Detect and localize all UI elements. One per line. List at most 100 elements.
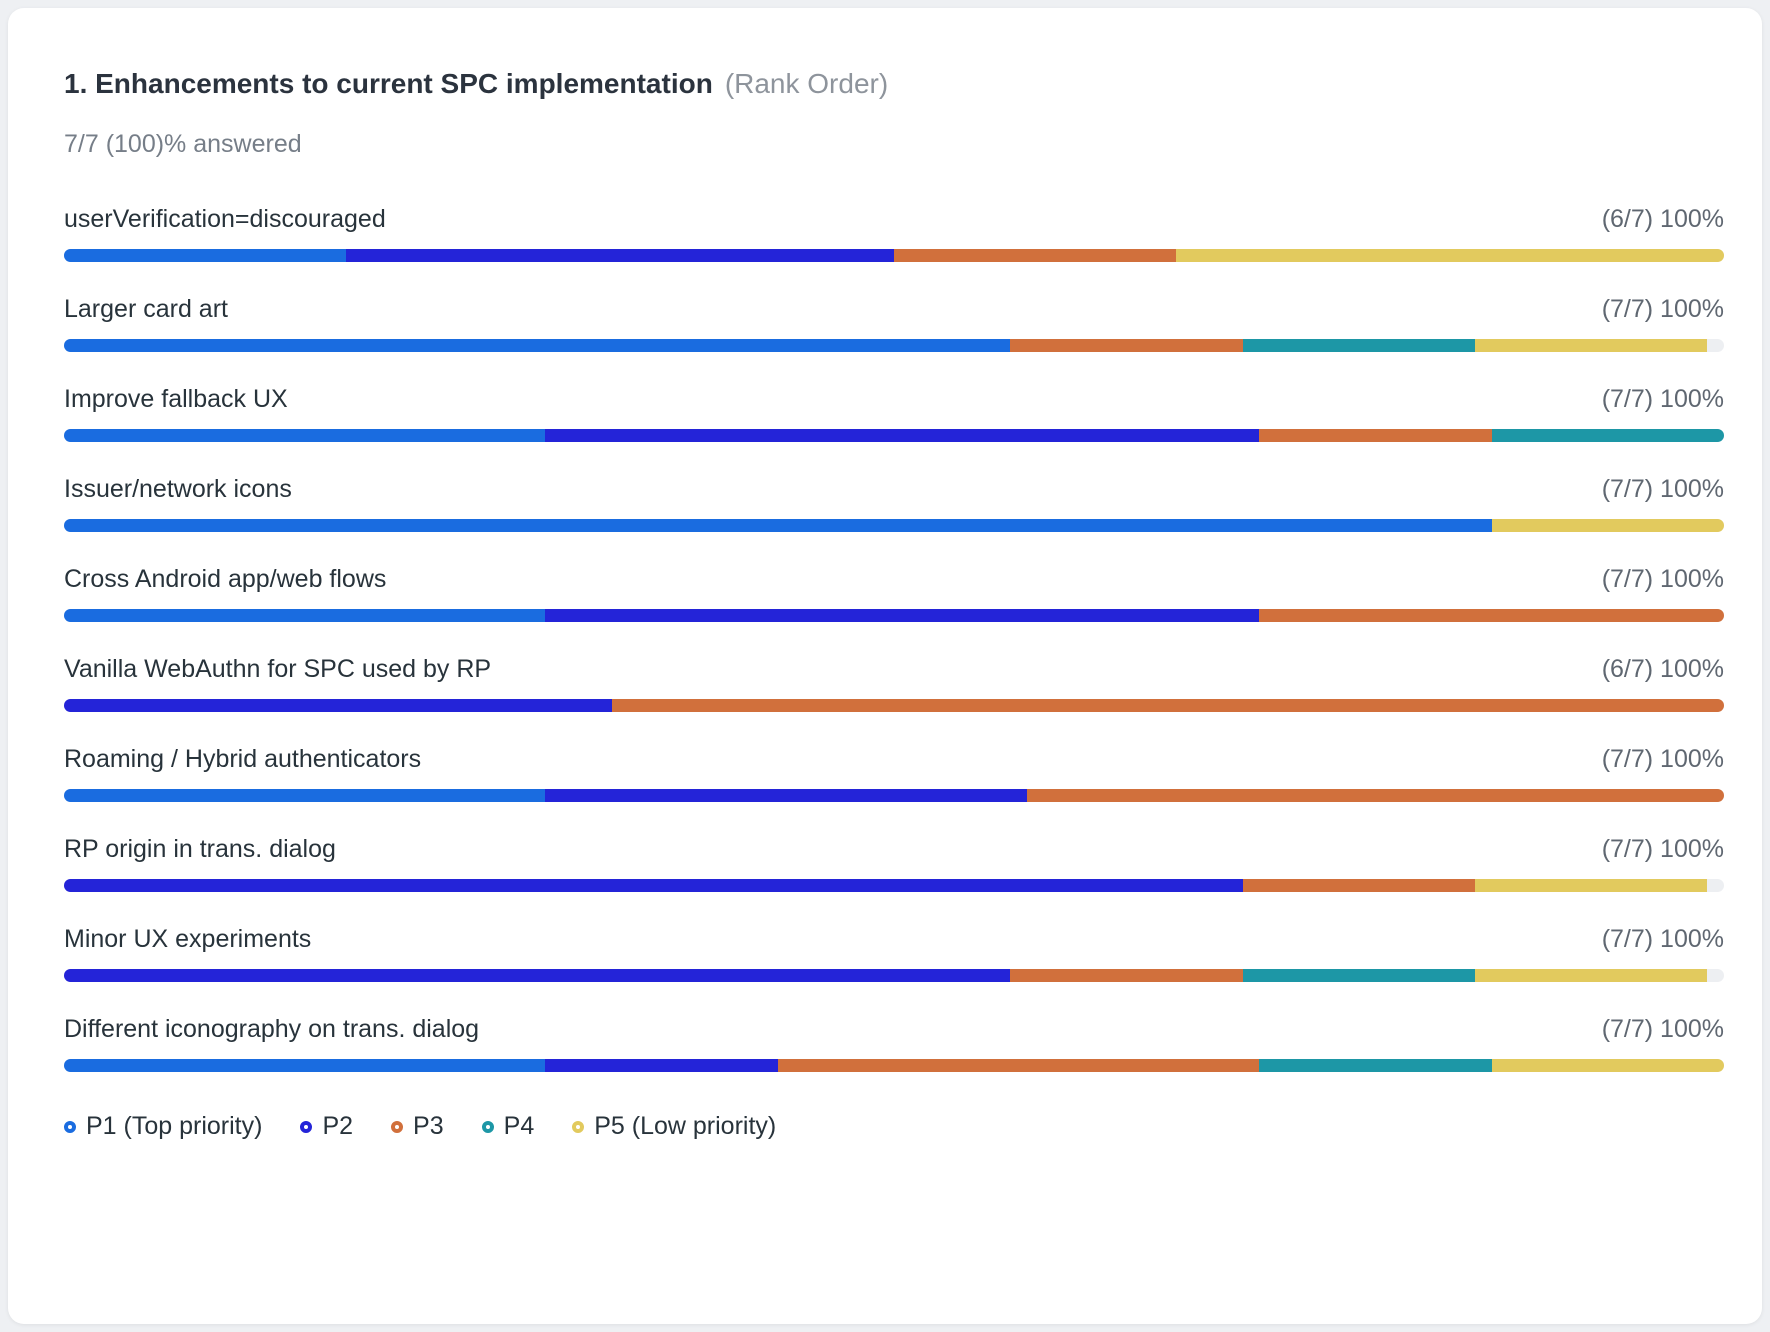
rank-row-header: Vanilla WebAuthn for SPC used by RP (6/7)… <box>64 653 1724 686</box>
rank-row: Minor UX experiments (7/7) 100% <box>64 923 1724 982</box>
rank-row: Issuer/network icons (7/7) 100% <box>64 473 1724 532</box>
option-response-stat: (7/7) 100% <box>1601 385 1724 413</box>
rank-row: Larger card art (7/7) 100% <box>64 293 1724 352</box>
option-response-stat: (7/7) 100% <box>1601 1015 1724 1043</box>
bar-segment-p1 <box>64 429 546 442</box>
stacked-rank-bar <box>64 429 1724 442</box>
option-response-stat: (6/7) 100% <box>1601 655 1724 683</box>
option-label: Cross Android app/web flows <box>64 565 387 593</box>
bar-segment-p3 <box>1259 609 1724 622</box>
option-label: Larger card art <box>64 295 228 323</box>
rank-row-header: Improve fallback UX (7/7) 100% <box>64 383 1724 416</box>
option-label: Roaming / Hybrid authenticators <box>64 745 422 773</box>
option-response-stat: (7/7) 100% <box>1601 835 1724 863</box>
rank-row-header: Larger card art (7/7) 100% <box>64 293 1724 326</box>
option-label: Improve fallback UX <box>64 385 288 413</box>
stacked-rank-bar <box>64 249 1724 262</box>
option-label: Different iconography on trans. dialog <box>64 1015 480 1043</box>
bar-segment-p5 <box>1491 519 1724 532</box>
bar-segment-p1 <box>64 339 1011 352</box>
bar-segment-p1 <box>64 609 546 622</box>
question-type-label: (Rank Order) <box>724 68 889 99</box>
bar-segment-p2 <box>346 249 894 262</box>
legend-label: P5 (Low priority) <box>594 1112 777 1140</box>
stacked-rank-bar <box>64 699 1724 712</box>
bar-segment-p2 <box>545 429 1260 442</box>
bar-segment-p1 <box>64 789 546 802</box>
question-title: 1. Enhancements to current SPC implement… <box>64 68 713 99</box>
bar-segment-p3 <box>1026 789 1724 802</box>
bar-segment-p5 <box>1491 1059 1724 1072</box>
ranked-options-list: userVerification=discouraged (6/7) 100% La… <box>64 203 1724 1072</box>
bar-segment-p5 <box>1176 249 1724 262</box>
stacked-rank-bar <box>64 879 1724 892</box>
rank-row-header: Roaming / Hybrid authenticators (7/7) 100… <box>64 743 1724 776</box>
bar-segment-p2 <box>545 609 1260 622</box>
bar-segment-p1 <box>64 1059 546 1072</box>
stacked-rank-bar <box>64 1059 1724 1072</box>
legend-item-p5: P5 (Low priority) <box>572 1112 776 1141</box>
stacked-rank-bar <box>64 519 1724 532</box>
bar-segment-p3 <box>1259 429 1492 442</box>
legend-item-p3: P3 <box>391 1112 444 1141</box>
priority-legend: P1 (Top priority) P2 P3 P4 P5 (Low priority) <box>64 1112 1724 1141</box>
rank-row: Cross Android app/web flows (7/7) 100% <box>64 563 1724 622</box>
stacked-rank-bar <box>64 339 1724 352</box>
option-response-stat: (7/7) 100% <box>1601 745 1724 773</box>
bar-segment-p2 <box>64 699 612 712</box>
bar-segment-p3 <box>1010 339 1243 352</box>
legend-ring-icon <box>391 1120 404 1133</box>
bar-segment-p3 <box>611 699 1724 712</box>
survey-results-card: 1. Enhancements to current SPC implement… <box>8 8 1762 1324</box>
legend-ring-icon <box>300 1120 313 1133</box>
stacked-rank-bar <box>64 969 1724 982</box>
rank-row-header: Minor UX experiments (7/7) 100% <box>64 923 1724 956</box>
rank-row-header: userVerification=discouraged (6/7) 100% <box>64 203 1724 236</box>
option-response-stat: (7/7) 100% <box>1601 925 1724 953</box>
bar-segment-p5 <box>1474 879 1708 892</box>
legend-label: P1 (Top priority) <box>86 1112 263 1140</box>
legend-label: P3 <box>413 1112 444 1140</box>
rank-row: Vanilla WebAuthn for SPC used by RP (6/7)… <box>64 653 1724 712</box>
bar-segment-p2 <box>64 879 1243 892</box>
legend-ring-icon <box>481 1120 494 1133</box>
bar-segment-p3 <box>1242 879 1475 892</box>
rank-row: Different iconography on trans. dialog (7… <box>64 1013 1724 1072</box>
rank-row: RP origin in trans. dialog (7/7) 100% <box>64 833 1724 892</box>
bar-segment-p3 <box>893 249 1177 262</box>
option-response-stat: (7/7) 100% <box>1601 295 1724 323</box>
option-response-stat: (7/7) 100% <box>1601 475 1724 503</box>
question-header: 1. Enhancements to current SPC implement… <box>64 66 1724 102</box>
rank-row-header: Different iconography on trans. dialog (7… <box>64 1013 1724 1046</box>
legend-item-p4: P4 <box>481 1112 535 1141</box>
option-response-stat: (6/7) 100% <box>1601 205 1724 233</box>
bar-segment-p3 <box>777 1059 1260 1072</box>
bar-segment-p4 <box>1259 1059 1492 1072</box>
bar-segment-p1 <box>64 519 1492 532</box>
bar-segment-p4 <box>1242 969 1475 982</box>
bar-segment-p4 <box>1242 339 1475 352</box>
bar-segment-p2 <box>545 789 1027 802</box>
legend-label: P4 <box>503 1112 535 1140</box>
bar-segment-p1 <box>64 249 347 262</box>
stacked-rank-bar <box>64 609 1724 622</box>
option-label: Minor UX experiments <box>64 925 312 953</box>
legend-ring-icon <box>572 1120 585 1133</box>
legend-label: P2 <box>322 1112 354 1140</box>
option-label: RP origin in trans. dialog <box>64 835 336 863</box>
option-label: Vanilla WebAuthn for SPC used by RP <box>64 655 492 683</box>
answered-count: 7/7 (100)% answered <box>64 130 302 158</box>
rank-row-header: Issuer/network icons (7/7) 100% <box>64 473 1724 506</box>
bar-segment-p2 <box>545 1059 778 1072</box>
bar-segment-p5 <box>1474 339 1708 352</box>
bar-segment-p5 <box>1474 969 1708 982</box>
bar-segment-p4 <box>1491 429 1724 442</box>
stacked-rank-bar <box>64 789 1724 802</box>
rank-row-header: Cross Android app/web flows (7/7) 100% <box>64 563 1724 596</box>
option-label: Issuer/network icons <box>64 475 292 503</box>
option-response-stat: (7/7) 100% <box>1601 565 1724 593</box>
rank-row: userVerification=discouraged (6/7) 100% <box>64 203 1724 262</box>
option-label: userVerification=discouraged <box>64 205 386 233</box>
rank-row: Roaming / Hybrid authenticators (7/7) 100… <box>64 743 1724 802</box>
rank-row: Improve fallback UX (7/7) 100% <box>64 383 1724 442</box>
